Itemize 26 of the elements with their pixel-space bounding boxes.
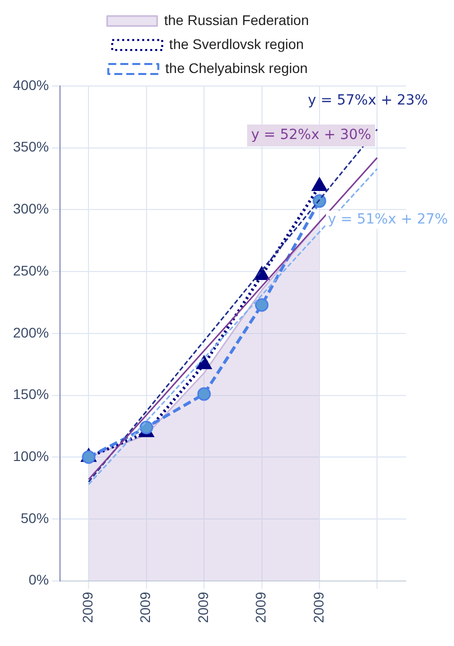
- x-tick-label: 2009: [310, 592, 326, 624]
- legend-label: the Chelyabinsk region: [165, 60, 308, 76]
- x-tick-label: 2009: [80, 592, 96, 624]
- y-tick-label: 350%: [12, 138, 49, 155]
- y-tick-label: 400%: [12, 76, 49, 93]
- x-tick-label: 2009: [137, 592, 154, 624]
- annotation: y = 51%x + 27%: [328, 211, 448, 228]
- point: [312, 177, 328, 191]
- x-tick-label: 2009: [194, 592, 211, 624]
- y-tick-label: 150%: [12, 386, 49, 402]
- point: [197, 387, 211, 401]
- point: [196, 356, 212, 370]
- y-tick-label: 200%: [12, 324, 49, 340]
- legend-label: the Russian Federation: [164, 12, 309, 28]
- x-tick-label: 2009: [252, 592, 269, 624]
- y-tick-label: 0%: [28, 572, 49, 588]
- y-tick-label: 100%: [12, 448, 49, 464]
- y-tick-label: 300%: [12, 200, 49, 217]
- annotation: y = 52%x + 30%: [251, 127, 372, 144]
- point: [255, 298, 269, 312]
- y-tick-label: 250%: [12, 262, 49, 278]
- annotation: y = 57%x + 23%: [308, 92, 428, 108]
- y-tick-label: 50%: [20, 510, 49, 526]
- point: [82, 450, 96, 464]
- legend-label: the Sverdlovsk region: [169, 36, 304, 52]
- point: [140, 420, 154, 434]
